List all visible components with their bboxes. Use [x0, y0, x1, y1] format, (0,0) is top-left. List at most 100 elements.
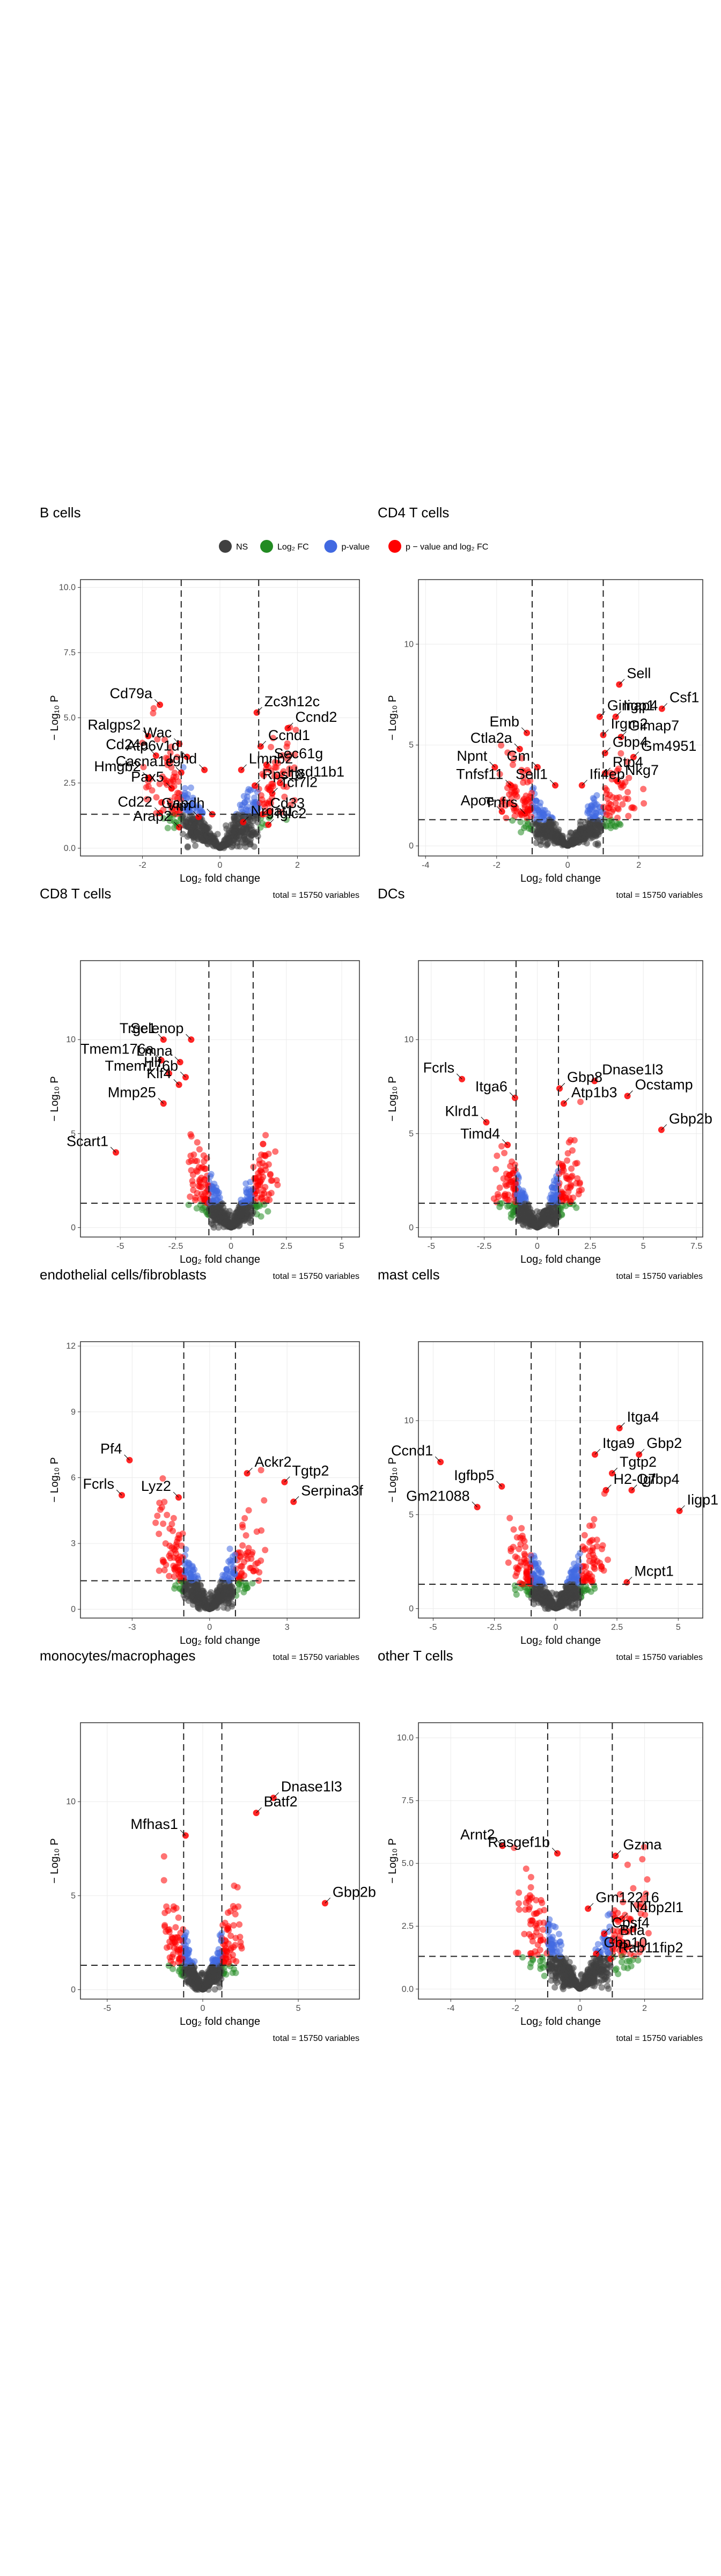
data-point	[510, 762, 516, 769]
data-point	[523, 792, 529, 799]
data-point	[532, 1922, 539, 1929]
data-point	[184, 833, 191, 840]
x-tick-label: 2.5	[611, 1623, 623, 1632]
label-connector	[163, 1067, 170, 1074]
data-point	[531, 1221, 538, 1228]
gene-label: Sell	[627, 665, 651, 681]
label-connector	[143, 772, 149, 778]
data-point	[208, 1170, 215, 1177]
data-point	[286, 771, 293, 778]
data-point	[198, 1191, 205, 1197]
y-tick-label: 0	[71, 1985, 76, 1994]
data-point	[538, 1584, 545, 1591]
data-point	[236, 1921, 243, 1928]
data-point	[496, 1204, 503, 1210]
data-point	[154, 1512, 161, 1519]
data-point	[205, 1191, 212, 1197]
gene-label: Gm21088	[406, 1488, 470, 1504]
data-point	[171, 770, 178, 777]
y-axis-title: − Log₁₀ P	[49, 1457, 61, 1503]
data-point	[226, 1596, 232, 1602]
data-point	[545, 1210, 551, 1217]
y-tick-label: 10	[404, 1416, 414, 1425]
data-point	[176, 1966, 183, 1973]
panel-cd8-t-cells: CD8 T cells Trgc1 Selenop Tmem176a Lmna Hlf T…	[38, 885, 365, 1281]
data-point	[223, 822, 230, 829]
data-point	[498, 1143, 505, 1150]
data-point	[530, 1578, 537, 1585]
label-connector	[563, 1097, 570, 1104]
gene-label: Tgtp2	[292, 1463, 329, 1479]
data-point	[605, 1556, 611, 1563]
data-point	[163, 1928, 170, 1935]
label-connector	[633, 751, 639, 758]
y-axis-title: − Log₁₀ P	[387, 1076, 399, 1122]
data-point	[267, 1170, 274, 1177]
gene-label: Mfhas1	[130, 1816, 178, 1832]
data-point	[183, 1978, 190, 1985]
legend-swatch	[388, 540, 401, 553]
data-point	[234, 1586, 241, 1593]
x-axis-title: Log₂ fold change	[520, 873, 601, 884]
data-point	[230, 1902, 237, 1909]
data-point	[291, 764, 298, 771]
data-point	[265, 800, 272, 807]
panel-title: CD4 T cells	[378, 504, 450, 521]
data-point	[248, 806, 255, 813]
data-point	[506, 1177, 513, 1184]
data-point	[184, 843, 191, 850]
data-point	[170, 1965, 176, 1972]
data-point	[153, 794, 160, 801]
data-point	[571, 1137, 578, 1144]
label-connector	[186, 1034, 192, 1040]
data-point	[160, 1520, 167, 1527]
y-axis-title: − Log₁₀ P	[387, 695, 399, 741]
data-point	[217, 1933, 224, 1940]
gene-label: Itga6	[475, 1079, 507, 1095]
data-point	[576, 1187, 583, 1194]
x-tick-label: 0	[553, 1623, 558, 1632]
data-point	[558, 1168, 565, 1175]
data-point	[154, 736, 161, 743]
gene-label: Atp6v1d	[127, 737, 180, 753]
data-point	[541, 1216, 547, 1223]
data-point	[189, 1971, 196, 1978]
data-point	[238, 1210, 245, 1217]
data-point	[279, 752, 286, 759]
data-point	[189, 1567, 196, 1574]
data-point	[529, 1938, 536, 1945]
label-connector	[532, 762, 538, 767]
plot-area: Trgc1SelenopTmem176aLmnaHlfTmem176bKlf4M…	[49, 960, 360, 1281]
data-point	[499, 798, 506, 805]
data-point	[605, 1912, 612, 1919]
data-point	[518, 1525, 525, 1532]
gene-label: Pf4	[100, 1441, 122, 1457]
y-tick-label: 10.0	[59, 583, 76, 592]
gene-label: Irgm2	[611, 715, 648, 731]
panel-b-cells: B cells Cd79a Ralgps2 Wac Cd24a Hmgb2 Pax5 Cd2…	[38, 504, 365, 900]
data-point	[549, 1590, 556, 1597]
data-point	[201, 1176, 208, 1183]
x-axis-title: Log₂ fold change	[520, 1635, 601, 1646]
data-point	[183, 1929, 190, 1936]
data-point	[512, 1180, 519, 1187]
label-connector	[254, 780, 261, 786]
data-point	[612, 1966, 619, 1973]
label-connector	[631, 1484, 637, 1491]
total-variables-caption: total = 15750 variables	[616, 891, 703, 900]
label-connector	[198, 764, 205, 771]
label-connector	[288, 722, 293, 729]
data-point	[188, 1133, 195, 1140]
y-tick-label: 5	[409, 1510, 414, 1519]
data-point	[633, 1901, 640, 1908]
x-tick-label: 0	[200, 2004, 205, 2013]
data-point	[211, 1208, 218, 1215]
gene-label: Gapdh	[161, 795, 204, 811]
data-point	[170, 1514, 177, 1521]
data-point	[525, 1223, 532, 1230]
data-point	[292, 727, 299, 734]
x-axis-title: Log₂ fold change	[180, 1635, 260, 1646]
data-point	[538, 1576, 545, 1583]
data-point	[209, 1183, 216, 1190]
